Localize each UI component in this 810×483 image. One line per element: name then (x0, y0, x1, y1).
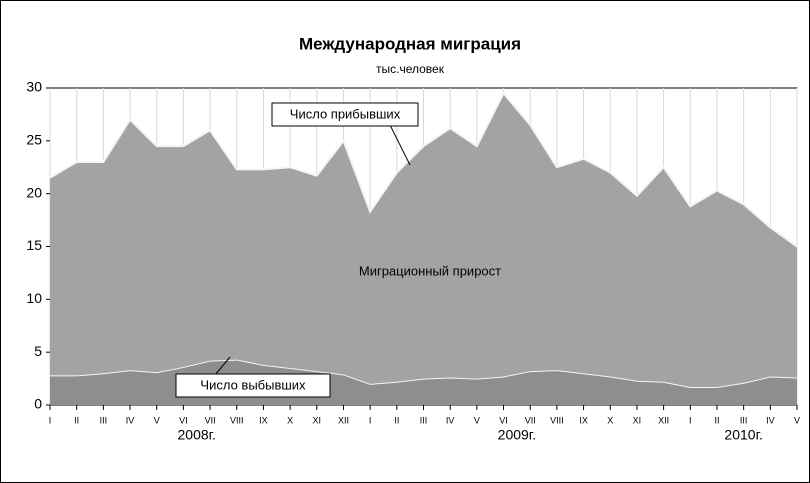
x-tick-label: IV (446, 415, 455, 425)
x-tick-label: VII (525, 415, 536, 425)
x-tick-label: V (794, 415, 800, 425)
year-label: 2008г. (178, 427, 216, 443)
x-tick-label: VIII (230, 415, 244, 425)
x-tick-label: II (394, 415, 399, 425)
y-tick-label: 30 (26, 79, 42, 95)
x-tick-label: III (100, 415, 108, 425)
x-tick-label: V (474, 415, 480, 425)
y-tick-label: 0 (34, 396, 42, 412)
chart-title: Международная миграция (299, 34, 521, 53)
y-tick-label: 25 (26, 132, 42, 148)
y-tick-label: 20 (26, 184, 42, 200)
x-tick-label: I (49, 415, 52, 425)
x-tick-label: VI (179, 415, 188, 425)
x-tick-label: XI (313, 415, 322, 425)
x-tick-label: III (740, 415, 748, 425)
x-tick-label: IV (766, 415, 775, 425)
x-tick-label: II (714, 415, 719, 425)
x-tick-label: IV (126, 415, 135, 425)
x-tick-label: I (689, 415, 692, 425)
annotation: Число прибывших (290, 106, 401, 121)
y-tick-label: 15 (26, 237, 42, 253)
callout-line (214, 356, 231, 376)
year-label: 2009г. (498, 427, 536, 443)
x-tick-label: XII (338, 415, 349, 425)
year-label: 2010г. (724, 427, 762, 443)
x-tick-label: IX (579, 415, 588, 425)
chart-subtitle: тыс.человек (376, 62, 445, 76)
x-tick-label: III (420, 415, 428, 425)
callout-box (175, 373, 331, 398)
x-tick-label: XI (633, 415, 642, 425)
x-tick-label: I (369, 415, 372, 425)
x-tick-label: XII (658, 415, 669, 425)
callout-box (271, 102, 419, 127)
callout-line (389, 124, 411, 166)
y-tick-label: 5 (34, 343, 42, 359)
area (50, 93, 797, 388)
x-tick-label: VIII (550, 415, 564, 425)
x-tick-label: V (154, 415, 160, 425)
y-tick-label: 10 (26, 290, 42, 306)
x-tick-label: X (607, 415, 613, 425)
series-label: Число выбывших (200, 377, 306, 392)
x-tick-label: X (287, 415, 293, 425)
x-tick-label: VI (499, 415, 508, 425)
area-edge (49, 91, 798, 248)
x-tick-label: II (74, 415, 79, 425)
series-label: Миграционный прирост (359, 263, 501, 278)
x-tick-label: VII (205, 415, 216, 425)
x-tick-label: IX (259, 415, 268, 425)
